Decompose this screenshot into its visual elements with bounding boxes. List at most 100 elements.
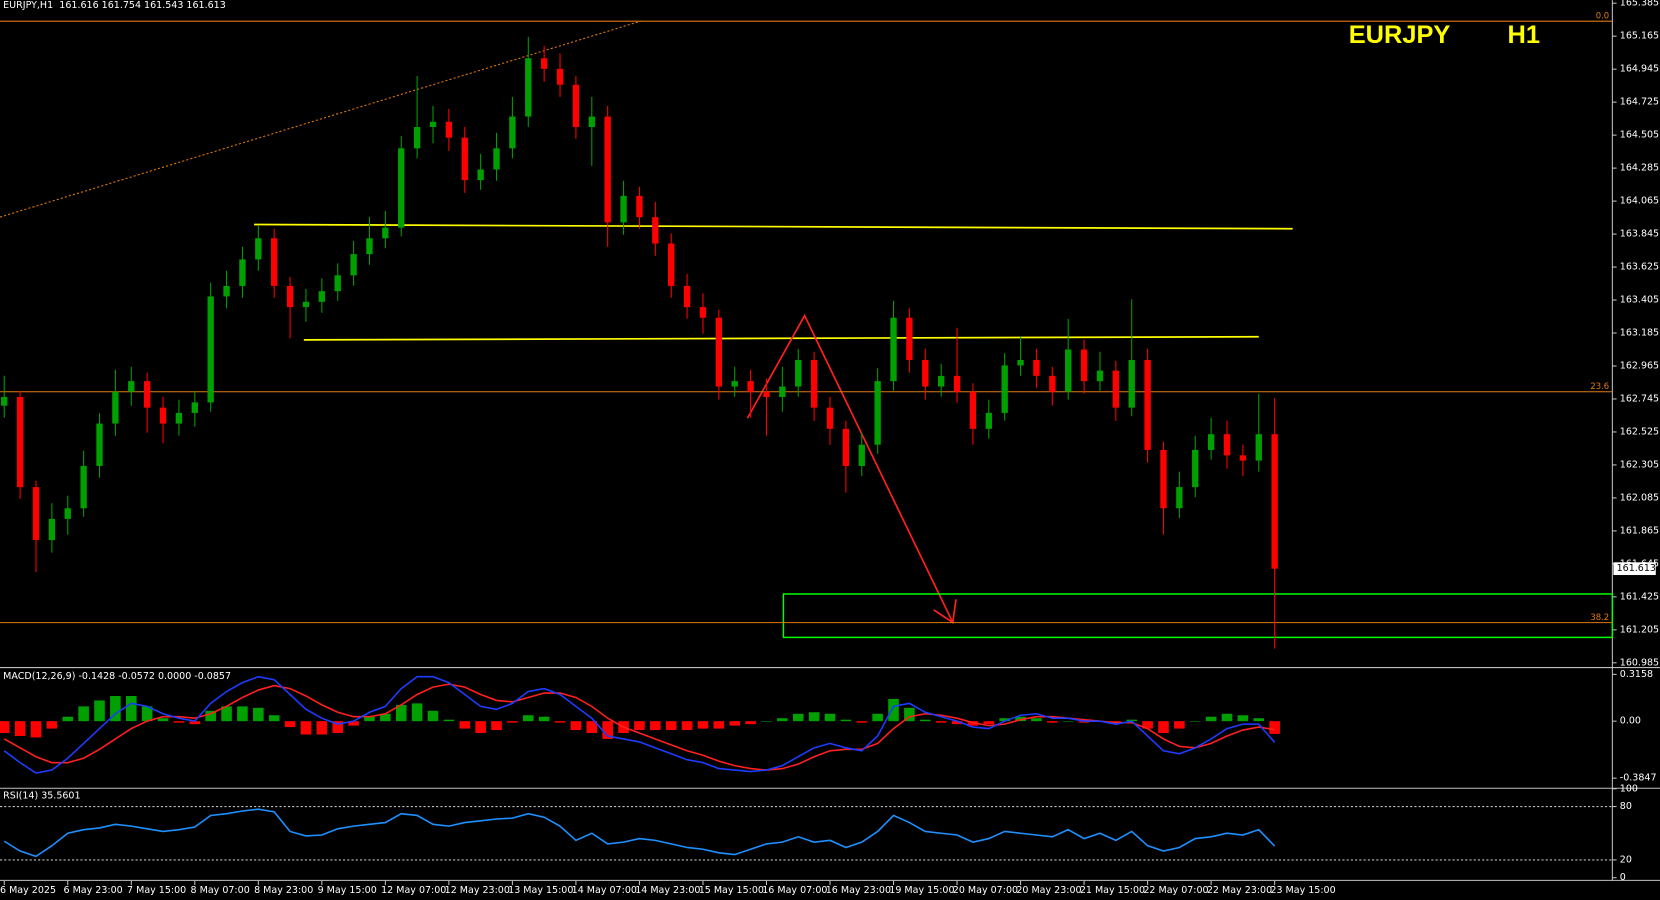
candle-body: [32, 487, 40, 541]
x-tick-label: 20 May 23:00: [1016, 885, 1081, 896]
y-tick-label: 165.385: [1620, 0, 1659, 9]
macd-histogram-bar: [125, 695, 137, 722]
y-tick-label: 160.985: [1620, 657, 1659, 668]
candle-body: [334, 275, 341, 292]
candle-body: [223, 285, 230, 297]
candle-body: [1192, 449, 1199, 488]
candle-body: [493, 148, 500, 170]
macd-histogram-bar: [1237, 715, 1249, 722]
y-tick-label: 161.425: [1620, 591, 1659, 602]
candle-body: [239, 259, 246, 286]
y-tick-label: -0.3847: [1620, 773, 1657, 784]
candle-body: [842, 428, 850, 466]
candle-body: [1001, 365, 1008, 413]
candle-body: [1223, 434, 1231, 456]
price-tag: [1613, 562, 1656, 576]
macd-histogram-bar: [395, 704, 407, 722]
candle-body: [1207, 434, 1215, 450]
macd-histogram-bar: [1142, 721, 1153, 729]
candle-body: [540, 58, 548, 69]
candle-body: [969, 391, 977, 429]
candle-body: [509, 116, 516, 149]
x-tick-label: 8 May 07:00: [191, 885, 250, 896]
candle-body: [922, 359, 929, 387]
macd-histogram-bar: [1158, 721, 1169, 734]
candle-body: [810, 359, 818, 408]
candle-body: [779, 386, 786, 398]
x-tick-label: 22 May 23:00: [1207, 885, 1272, 896]
candle-body: [477, 169, 484, 181]
macd-histogram-bar: [141, 706, 153, 722]
macd-histogram-bar: [745, 721, 756, 725]
candle-body: [175, 412, 183, 424]
macd-histogram-bar: [935, 721, 947, 723]
candle-body: [699, 307, 707, 318]
candle-body: [1, 397, 8, 406]
candle-body: [683, 285, 691, 308]
macd-histogram-bar: [189, 721, 201, 725]
macd-histogram-bar: [30, 721, 42, 738]
macd-histogram-bar: [46, 721, 58, 729]
macd-histogram-bar: [1221, 713, 1233, 722]
macd-histogram-bar: [983, 721, 995, 725]
macd-histogram-bar: [1047, 721, 1058, 723]
macd-histogram-bar: [1253, 718, 1265, 722]
macd-histogram-bar: [602, 721, 613, 739]
macd-histogram-bar: [459, 721, 471, 729]
candle-body: [795, 359, 802, 387]
macd-histogram-bar: [919, 719, 931, 722]
y-tick-label: 163.625: [1620, 262, 1659, 273]
macd-histogram-bar: [840, 719, 852, 722]
y-tick-label: 162.085: [1620, 492, 1659, 503]
macd-histogram-bar: [538, 716, 550, 722]
macd-histogram-bar: [14, 721, 26, 736]
candle-body: [1017, 359, 1024, 366]
macd-histogram-bar: [157, 718, 169, 722]
candle-body: [271, 238, 278, 286]
y-tick-label: 0: [1620, 872, 1626, 883]
macd-histogram-bar: [1269, 721, 1280, 734]
symbol-annotation: EURJPY: [1349, 21, 1451, 49]
candle-body: [143, 381, 151, 408]
candle-body: [747, 381, 754, 392]
y-tick-label: 161.865: [1620, 525, 1659, 536]
macd-histogram-bar: [665, 721, 677, 731]
macd-histogram-bar: [570, 721, 582, 731]
x-tick-label: 6 May 2025: [0, 885, 56, 896]
macd-histogram-bar: [697, 721, 709, 729]
macd-histogram-bar: [0, 721, 10, 734]
macd-histogram-bar: [253, 707, 264, 722]
candle-body: [1080, 349, 1088, 382]
x-tick-label: 23 May 15:00: [1270, 885, 1335, 896]
x-tick-label: 20 May 07:00: [953, 885, 1018, 896]
candle-body: [572, 84, 580, 128]
candle-body: [350, 254, 357, 276]
candle-body: [382, 227, 389, 239]
candle-body: [318, 291, 326, 302]
candle-body: [16, 397, 24, 488]
candle-body: [1239, 455, 1247, 461]
y-tick-label: 20: [1620, 854, 1632, 865]
macd-histogram-bar: [348, 721, 359, 726]
x-tick-label: 16 May 07:00: [762, 885, 827, 896]
macd-histogram-bar: [380, 713, 391, 722]
candle-body: [207, 296, 214, 403]
x-tick-label: 8 May 23:00: [254, 885, 313, 896]
resistance-line: [254, 223, 1293, 230]
candle-body: [985, 412, 992, 429]
candle-body: [715, 317, 723, 387]
macd-histogram-bar: [554, 721, 566, 723]
macd-title: MACD(12,26,9) -0.1428 -0.0572 0.0000 -0.…: [3, 671, 231, 682]
macd-histogram-bar: [110, 695, 121, 722]
candle-body: [731, 381, 738, 387]
y-tick-label: 162.965: [1620, 360, 1659, 371]
candle-body: [1128, 359, 1135, 408]
macd-histogram-bar: [808, 712, 820, 722]
candle-body: [96, 423, 103, 466]
macd-histogram-bar: [78, 706, 89, 722]
fib-label: 38.2: [1590, 612, 1609, 622]
candle-body: [588, 116, 595, 128]
